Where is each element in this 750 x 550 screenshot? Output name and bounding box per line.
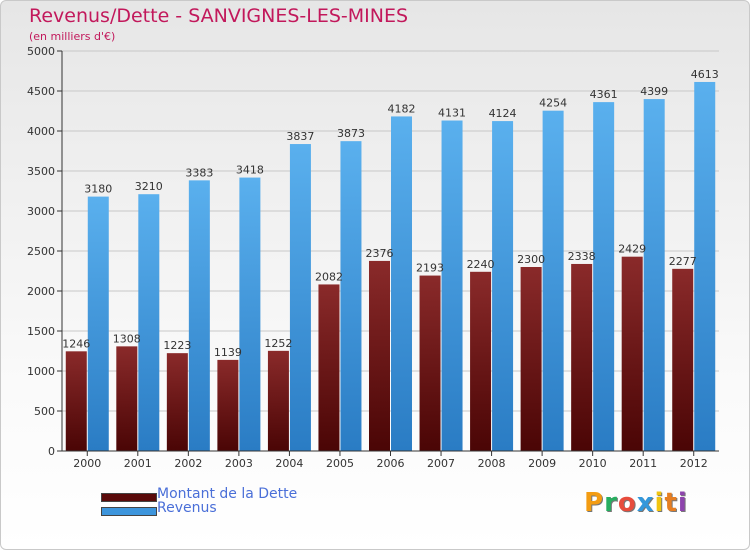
logo-letter: x (636, 488, 655, 518)
data-label-dette: 2429 (618, 243, 646, 256)
y-tick-label: 4500 (27, 85, 55, 98)
x-tick-label: 2007 (427, 457, 455, 470)
legend-label-debt: Montant de la Dette (157, 486, 298, 502)
data-label-dette: 2193 (416, 262, 444, 275)
bar-dette (166, 353, 188, 451)
data-label-revenus: 3873 (337, 127, 365, 140)
data-label-revenus: 3383 (185, 166, 213, 179)
x-tick-label: 2004 (275, 457, 303, 470)
data-label-revenus: 4124 (489, 107, 517, 120)
bar-dette (672, 268, 694, 451)
bar-dette (65, 351, 87, 451)
x-tick-label: 2012 (680, 457, 708, 470)
logo-letter: P (584, 488, 605, 518)
chart-title: Revenus/Dette - SANVIGNES-LES-MINES (29, 5, 409, 27)
chart-subtitle: (en milliers d'€) (29, 30, 116, 43)
x-tick-label: 2003 (225, 457, 253, 470)
x-tick-label: 2008 (478, 457, 506, 470)
bar-revenus (492, 121, 514, 451)
x-tick-label: 2009 (528, 457, 556, 470)
data-labels: 1246 3180 1308 3210 1223 3383 1139 3418 1252 3837… (62, 68, 718, 359)
data-label-revenus: 4399 (640, 85, 668, 98)
bar-revenus (542, 110, 564, 452)
y-tick-label: 5000 (27, 45, 55, 58)
data-label-dette: 1252 (264, 337, 292, 350)
data-label-revenus: 4182 (388, 102, 416, 115)
data-label-dette: 1139 (214, 346, 242, 359)
x-tick-label: 2006 (377, 457, 405, 470)
bar-revenus (593, 102, 615, 452)
bar-dette (267, 350, 289, 451)
bars (65, 81, 716, 452)
x-tick-label: 2010 (579, 457, 607, 470)
bar-revenus (694, 81, 716, 452)
data-label-dette: 2376 (366, 247, 394, 260)
y-tick-label: 3500 (27, 165, 55, 178)
data-label-revenus: 3418 (236, 164, 264, 177)
bar-dette (318, 284, 340, 451)
data-label-revenus: 3210 (135, 180, 163, 193)
y-tick-label: 1000 (27, 365, 55, 378)
bar-dette (116, 346, 138, 451)
data-label-dette: 2240 (467, 258, 495, 271)
data-label-revenus: 4131 (438, 107, 466, 120)
legend-swatch-revenus (101, 507, 157, 516)
x-tick-label: 2002 (174, 457, 202, 470)
logo-letter: o (617, 488, 637, 518)
data-label-revenus: 3837 (286, 130, 314, 143)
bar-revenus (188, 180, 210, 452)
data-label-dette: 1223 (163, 339, 191, 352)
data-label-revenus: 3180 (84, 183, 112, 196)
data-label-revenus: 4613 (691, 68, 719, 81)
bar-revenus (340, 141, 362, 451)
y-tick-label: 2500 (27, 245, 55, 258)
bar-revenus (391, 116, 412, 451)
x-tick-label: 2005 (326, 457, 354, 470)
logo-letter: i (654, 488, 665, 518)
data-label-revenus: 4361 (590, 88, 618, 101)
x-tick-label: 2011 (629, 457, 657, 470)
data-label-revenus: 4254 (539, 97, 567, 110)
bar-revenus (138, 194, 160, 451)
bar-dette (520, 267, 542, 451)
bar-dette (621, 256, 643, 451)
bar-dette (571, 263, 593, 451)
axes: 0 500 1000 1500 2000 2500 3000 3500 4000 4500 5000… (27, 45, 719, 470)
y-tick-label: 4000 (27, 125, 55, 138)
data-label-dette: 1246 (62, 337, 90, 350)
bar-revenus (289, 144, 311, 452)
bar-revenus (441, 120, 463, 452)
logo-letter: t (664, 488, 678, 518)
data-label-dette: 2300 (517, 253, 545, 266)
bar-revenus (87, 196, 109, 451)
y-tick-label: 3000 (27, 205, 55, 218)
x-tick-label: 2000 (73, 457, 101, 470)
y-tick-label: 0 (48, 445, 55, 458)
data-label-dette: 2082 (315, 270, 343, 283)
bar-dette (369, 260, 390, 451)
x-tick-label: 2001 (124, 457, 152, 470)
legend-label-revenus: Revenus (157, 500, 217, 516)
bar-dette (470, 271, 492, 451)
bar-revenus (239, 177, 261, 451)
logo-letter: r (604, 488, 618, 518)
bar-dette (419, 275, 441, 451)
logo-letter: i (677, 488, 688, 518)
data-label-dette: 2277 (669, 255, 697, 268)
data-label-dette: 1308 (113, 332, 141, 345)
legend-swatch-debt (101, 493, 157, 502)
y-tick-label: 1500 (27, 325, 55, 338)
data-label-dette: 2338 (568, 250, 596, 263)
y-tick-label: 2000 (27, 285, 55, 298)
bar-revenus (643, 99, 665, 451)
y-tick-label: 500 (34, 405, 55, 418)
proxiti-logo: Proxiti (584, 488, 688, 518)
bar-dette (217, 359, 239, 451)
